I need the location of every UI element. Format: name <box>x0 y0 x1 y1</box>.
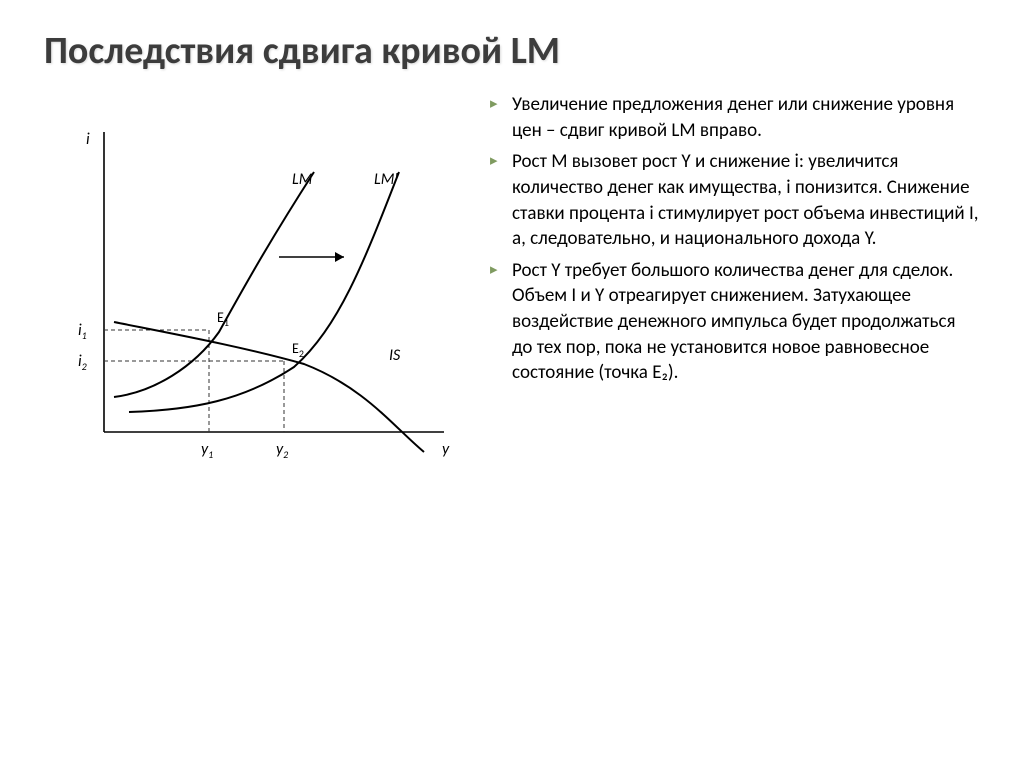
curve-label-LMp: LM' <box>374 170 398 189</box>
label-y2: y2 <box>276 440 288 461</box>
page-title: Последствия сдвига кривой LM <box>44 28 980 74</box>
curve-label-LM: LM <box>292 170 313 189</box>
x-axis-label: y <box>442 440 450 459</box>
curve-label-IS: IS <box>389 346 401 365</box>
curve-LMp <box>129 172 399 412</box>
content-row: i y i1 i2 y1 y2 IS LM LM' E1 E2 Увеличение предлож… <box>44 92 980 497</box>
bullet-item: Увеличение предложения денег или снижени… <box>490 92 980 143</box>
text-column: Увеличение предложения денег или снижени… <box>490 92 980 497</box>
shift-arrow-head <box>335 252 344 262</box>
chart-container: i y i1 i2 y1 y2 IS LM LM' E1 E2 <box>44 92 464 497</box>
bullet-item: Рост Y требует большого количества денег… <box>490 258 980 386</box>
point-label-E1: E1 <box>217 309 229 329</box>
bullet-list: Увеличение предложения денег или снижени… <box>490 92 980 386</box>
label-y1: y1 <box>201 440 213 461</box>
bullet-item: Рост M вызовет рост Y и снижение i: увел… <box>490 149 980 252</box>
label-i2: i2 <box>78 352 87 373</box>
point-label-E2: E2 <box>292 340 304 360</box>
y-axis-label: i <box>86 130 90 149</box>
islm-chart: i y i1 i2 y1 y2 IS LM LM' E1 E2 <box>44 92 464 492</box>
label-i1: i1 <box>78 321 87 342</box>
